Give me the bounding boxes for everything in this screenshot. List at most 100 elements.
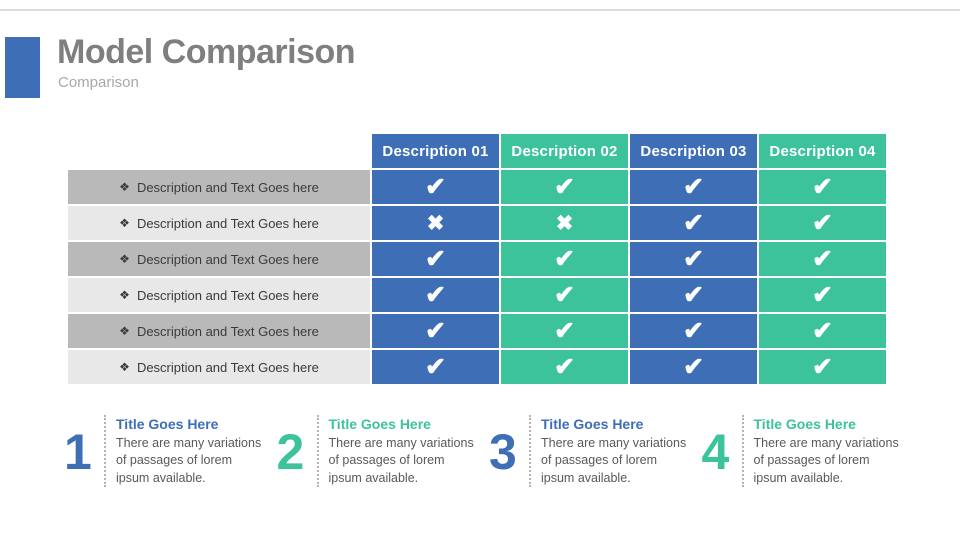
feature-title: Title Goes Here: [753, 416, 856, 432]
table-cell: ✖: [501, 206, 628, 240]
table-cell: ✔: [372, 242, 499, 276]
comparison-table: Description 01 Description 02 Description …: [68, 134, 886, 386]
check-icon: ✔: [425, 316, 446, 345]
table-cell: ✔: [372, 350, 499, 384]
row-label: ❖ Description and Text Goes here: [68, 350, 370, 384]
check-icon: ✔: [812, 280, 833, 309]
check-icon: ✔: [554, 244, 575, 273]
table-row: ❖ Description and Text Goes here ✖ ✖ ✔ ✔: [68, 206, 886, 240]
table-cell: ✔: [501, 278, 628, 312]
row-label-text: Description and Text Goes here: [136, 287, 319, 303]
column-header-3: Description 03: [630, 134, 757, 168]
page-subtitle: Comparison: [58, 74, 139, 91]
check-icon: ✔: [683, 316, 704, 345]
table-cell: ✔: [630, 170, 757, 204]
table-cell: ✔: [759, 350, 886, 384]
feature-body: Title Goes Here There are many variations…: [754, 413, 901, 487]
page-title: Model Comparison: [57, 33, 356, 71]
check-icon: ✔: [812, 244, 833, 273]
table-cell: ✔: [372, 278, 499, 312]
row-label-text: Description and Text Goes here: [136, 359, 319, 375]
table-cell: ✖: [372, 206, 499, 240]
table-cell: ✔: [501, 314, 628, 348]
table-cell: ✔: [501, 350, 628, 384]
diamond-bullet-icon: ❖: [119, 360, 130, 374]
feature-body: Title Goes Here There are many variations…: [329, 413, 476, 487]
check-icon: ✔: [812, 208, 833, 237]
diamond-bullet-icon: ❖: [119, 324, 130, 338]
feature-title: Title Goes Here: [328, 416, 431, 432]
check-icon: ✔: [554, 280, 575, 309]
row-label-text: Description and Text Goes here: [136, 323, 319, 339]
check-icon: ✔: [812, 172, 833, 201]
row-label: ❖ Description and Text Goes here: [68, 242, 370, 276]
check-icon: ✔: [554, 316, 575, 345]
table-cell: ✔: [759, 242, 886, 276]
check-icon: ✔: [425, 352, 446, 381]
table-header-row: Description 01 Description 02 Description …: [68, 134, 886, 168]
table-cell: ✔: [372, 170, 499, 204]
feature-item-4: 4 Title Goes Here There are many variation…: [702, 413, 901, 487]
row-label: ❖ Description and Text Goes here: [68, 206, 370, 240]
feature-title: Title Goes Here: [541, 416, 644, 432]
table-cell: ✔: [630, 278, 757, 312]
feature-text: There are many variations of passages of…: [116, 436, 262, 485]
check-icon: ✔: [425, 172, 446, 201]
table-row: ❖ Description and Text Goes here ✔ ✔ ✔ ✔: [68, 350, 886, 384]
table-row: ❖ Description and Text Goes here ✔ ✔ ✔ ✔: [68, 314, 886, 348]
table-row: ❖ Description and Text Goes here ✔ ✔ ✔ ✔: [68, 278, 886, 312]
check-icon: ✔: [683, 172, 704, 201]
dotted-divider: [529, 415, 531, 487]
feature-text: There are many variations of passages of…: [753, 436, 899, 485]
check-icon: ✔: [683, 244, 704, 273]
feature-item-2: 2 Title Goes Here There are many variation…: [277, 413, 476, 487]
feature-number: 1: [64, 424, 92, 480]
diamond-bullet-icon: ❖: [119, 252, 130, 266]
table-cell: ✔: [501, 242, 628, 276]
feature-number: 4: [701, 424, 730, 480]
diamond-bullet-icon: ❖: [119, 216, 130, 230]
title-accent-square: [5, 37, 40, 98]
column-header-4: Description 04: [759, 134, 886, 168]
dotted-divider: [741, 415, 744, 487]
feature-number: 2: [276, 424, 305, 480]
table-cell: ✔: [501, 170, 628, 204]
diamond-bullet-icon: ❖: [119, 288, 130, 302]
check-icon: ✔: [683, 208, 704, 237]
row-label: ❖ Description and Text Goes here: [68, 314, 370, 348]
check-icon: ✔: [425, 280, 446, 309]
feature-title: Title Goes Here: [116, 416, 219, 432]
dotted-divider: [316, 415, 319, 487]
top-divider-line: [0, 9, 960, 11]
check-icon: ✔: [554, 172, 575, 201]
check-icon: ✔: [683, 352, 704, 381]
row-label-text: Description and Text Goes here: [136, 215, 319, 231]
cross-icon: ✖: [555, 211, 574, 235]
header-spacer: [68, 134, 370, 168]
dotted-divider: [104, 415, 106, 487]
table-cell: ✔: [630, 206, 757, 240]
table-cell: ✔: [630, 350, 757, 384]
table-cell: ✔: [759, 170, 886, 204]
feature-text: There are many variations of passages of…: [541, 436, 687, 485]
table-cell: ✔: [630, 314, 757, 348]
feature-body: Title Goes Here There are many variations…: [116, 413, 263, 487]
table-row: ❖ Description and Text Goes here ✔ ✔ ✔ ✔: [68, 170, 886, 204]
row-label: ❖ Description and Text Goes here: [68, 170, 370, 204]
feature-item-3: 3 Title Goes Here There are many variation…: [489, 413, 688, 487]
feature-body: Title Goes Here There are many variations…: [541, 413, 688, 487]
diamond-bullet-icon: ❖: [119, 180, 130, 194]
check-icon: ✔: [812, 352, 833, 381]
feature-text: There are many variations of passages of…: [328, 436, 474, 485]
feature-list: 1 Title Goes Here There are many variation…: [64, 413, 900, 487]
row-label-text: Description and Text Goes here: [136, 179, 319, 195]
table-cell: ✔: [372, 314, 499, 348]
feature-item-1: 1 Title Goes Here There are many variation…: [64, 413, 263, 487]
check-icon: ✔: [683, 280, 704, 309]
table-cell: ✔: [759, 278, 886, 312]
table-cell: ✔: [759, 314, 886, 348]
check-icon: ✔: [812, 316, 833, 345]
table-body: ❖ Description and Text Goes here ✔ ✔ ✔ ✔ ❖ Desc…: [68, 170, 886, 384]
check-icon: ✔: [425, 244, 446, 273]
column-header-2: Description 02: [501, 134, 628, 168]
